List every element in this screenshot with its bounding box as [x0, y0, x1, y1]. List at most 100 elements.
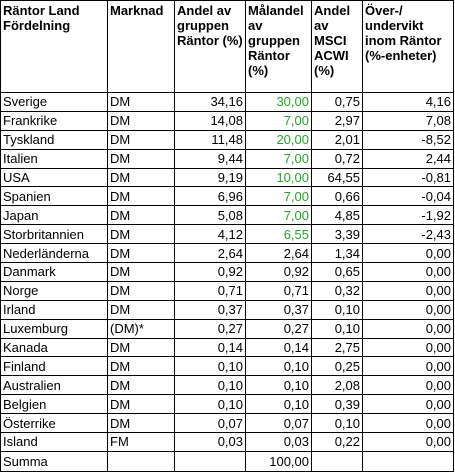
- cell-andel: 2,64: [174, 243, 246, 264]
- table-row: Island FM 0,03 0,03 0,22 0,00: [0, 432, 454, 452]
- cell-land: Luxemburg: [0, 318, 108, 339]
- cell-andel: 14,08: [174, 110, 246, 131]
- cell-marknad: DM: [107, 224, 175, 245]
- table-row: Frankrike DM 14,08 7,00 2,97 7,08: [0, 110, 454, 131]
- cell-vikt: -2,43: [362, 224, 454, 245]
- cell-land: Australien: [0, 375, 108, 396]
- cell-malandel: 0,03: [245, 432, 312, 452]
- cell-marknad: DM: [107, 110, 175, 131]
- cell-marknad: DM: [107, 262, 175, 282]
- total-empty-cell: [107, 450, 175, 472]
- cell-land: Sverige: [0, 92, 108, 112]
- table-row: Sverige DM 34,16 30,00 0,75 4,16: [0, 92, 454, 112]
- table-row: Australien DM 0,10 0,10 2,08 0,00: [0, 375, 454, 396]
- table-row: Belgien DM 0,10 0,10 0,39 0,00: [0, 394, 454, 415]
- table-row: Italien DM 9,44 7,00 0,72 2,44: [0, 148, 454, 169]
- cell-msci: 3,39: [311, 224, 363, 245]
- cell-msci: 2,75: [311, 337, 363, 358]
- cell-land: Nederländerna: [0, 243, 108, 264]
- cell-andel: 0,71: [174, 280, 246, 301]
- cell-msci: 0,32: [311, 280, 363, 301]
- total-empty-cell: [174, 450, 246, 472]
- cell-malandel: 0,10: [245, 356, 312, 377]
- cell-malandel: 0,07: [245, 413, 312, 434]
- cell-vikt: 0,00: [362, 262, 454, 282]
- cell-msci: 0,66: [311, 186, 363, 207]
- table-row: Kanada DM 0,14 0,14 2,75 0,00: [0, 337, 454, 358]
- cell-vikt: -8,52: [362, 129, 454, 150]
- table-row: Nederländerna DM 2,64 2,64 1,34 0,00: [0, 243, 454, 264]
- table-row: Tyskland DM 11,48 20,00 2,01 -8,52: [0, 129, 454, 150]
- cell-malandel: 7,00: [245, 110, 312, 131]
- cell-msci: 2,01: [311, 129, 363, 150]
- cell-vikt: 0,00: [362, 394, 454, 415]
- cell-msci: 0,72: [311, 148, 363, 169]
- cell-andel: 4,12: [174, 224, 246, 245]
- cell-land: USA: [0, 167, 108, 188]
- cell-andel: 0,92: [174, 262, 246, 282]
- cell-marknad: DM: [107, 375, 175, 396]
- cell-andel: 34,16: [174, 92, 246, 112]
- cell-land: Storbritannien: [0, 224, 108, 245]
- cell-malandel: 10,00: [245, 167, 312, 188]
- cell-vikt: 0,00: [362, 432, 454, 452]
- cell-andel: 0,10: [174, 375, 246, 396]
- cell-msci: 0,10: [311, 299, 363, 320]
- cell-malandel: 7,00: [245, 148, 312, 169]
- header-malandel: Målandel av gruppen Räntor (%): [245, 0, 312, 93]
- cell-marknad: DM: [107, 186, 175, 207]
- cell-msci: 2,08: [311, 375, 363, 396]
- cell-andel: 0,10: [174, 356, 246, 377]
- cell-msci: 0,10: [311, 413, 363, 434]
- total-row: Summa 100,00: [0, 450, 454, 472]
- cell-land: Österrike: [0, 413, 108, 434]
- total-label: Summa: [0, 450, 108, 472]
- cell-vikt: 0,00: [362, 318, 454, 339]
- cell-land: Island: [0, 432, 108, 452]
- cell-vikt: -0,81: [362, 167, 454, 188]
- cell-msci: 0,65: [311, 262, 363, 282]
- cell-marknad: DM: [107, 129, 175, 150]
- cell-land: Italien: [0, 148, 108, 169]
- cell-malandel: 2,64: [245, 243, 312, 264]
- cell-land: Finland: [0, 356, 108, 377]
- cell-marknad: DM: [107, 356, 175, 377]
- cell-vikt: 0,00: [362, 413, 454, 434]
- cell-malandel: 20,00: [245, 129, 312, 150]
- cell-marknad: DM: [107, 167, 175, 188]
- header-andel: Andel av gruppen Räntor (%): [174, 0, 246, 93]
- cell-vikt: -0,04: [362, 186, 454, 207]
- cell-marknad: DM: [107, 337, 175, 358]
- cell-malandel: 0,27: [245, 318, 312, 339]
- table-row: Storbritannien DM 4,12 6,55 3,39 -2,43: [0, 224, 454, 245]
- cell-marknad: DM: [107, 205, 175, 226]
- cell-andel: 9,19: [174, 167, 246, 188]
- table-row: Österrike DM 0,07 0,07 0,10 0,00: [0, 413, 454, 434]
- cell-malandel: 6,55: [245, 224, 312, 245]
- cell-malandel: 30,00: [245, 92, 312, 112]
- cell-malandel: 7,00: [245, 186, 312, 207]
- table-row: Irland DM 0,37 0,37 0,10 0,00: [0, 299, 454, 320]
- table-row: Japan DM 5,08 7,00 4,85 -1,92: [0, 205, 454, 226]
- cell-marknad: DM: [107, 243, 175, 264]
- cell-andel: 0,14: [174, 337, 246, 358]
- cell-malandel: 0,37: [245, 299, 312, 320]
- total-malandel: 100,00: [245, 450, 312, 472]
- header-land: Räntor Land Fördelning: [0, 0, 108, 93]
- cell-malandel: 0,10: [245, 375, 312, 396]
- cell-andel: 0,37: [174, 299, 246, 320]
- cell-marknad: (DM)*: [107, 318, 175, 339]
- table-row: USA DM 9,19 10,00 64,55 -0,81: [0, 167, 454, 188]
- cell-malandel: 0,14: [245, 337, 312, 358]
- cell-vikt: 2,44: [362, 148, 454, 169]
- cell-land: Japan: [0, 205, 108, 226]
- cell-vikt: 0,00: [362, 299, 454, 320]
- cell-land: Danmark: [0, 262, 108, 282]
- total-empty-cell: [362, 450, 454, 472]
- cell-andel: 0,10: [174, 394, 246, 415]
- cell-msci: 0,10: [311, 318, 363, 339]
- cell-vikt: 7,08: [362, 110, 454, 131]
- cell-msci: 0,22: [311, 432, 363, 452]
- header-marknad: Marknad: [107, 0, 175, 93]
